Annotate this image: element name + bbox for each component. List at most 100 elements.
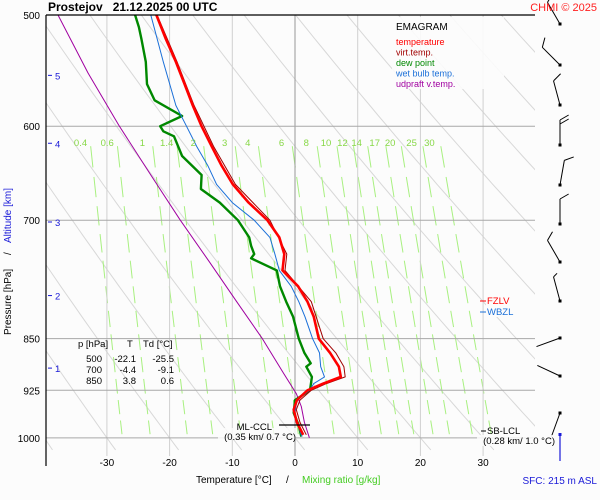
mixing-ratio-line: [392, 399, 397, 415]
mixing-ratio-line: [203, 146, 207, 168]
mixing-ratio-line: [322, 356, 326, 373]
mixing-ratio-line: [179, 378, 183, 394]
mixing-ratio-line: [407, 286, 412, 304]
mixing-ratio-line: [405, 176, 411, 198]
x-axis-label: Temperature [°C]: [196, 475, 272, 486]
mixing-ratio-line: [450, 310, 455, 328]
mixing-ratio-label: 14: [351, 138, 362, 149]
legend-item: wet bulb temp.: [395, 69, 455, 79]
wind-barb: [536, 336, 562, 348]
wind-barb: [553, 73, 562, 107]
dry-adiabat: [192, 15, 535, 427]
pressure-tick-label: 700: [23, 216, 40, 227]
wind-barb-feather: [559, 114, 569, 121]
mixing-ratio-line: [389, 378, 393, 394]
mixing-ratio-line: [389, 286, 393, 304]
mixing-ratio-line: [365, 334, 369, 351]
mixing-ratio-line: [227, 334, 231, 351]
mixing-ratio-line: [345, 206, 350, 226]
mixing-ratio-line: [440, 146, 445, 168]
mixing-ratio-line: [394, 206, 400, 226]
mixing-ratio-line: [396, 420, 400, 435]
mixing-ratio-label: 10: [321, 138, 332, 149]
mixing-ratio-line: [367, 146, 372, 168]
mixing-ratio-line: [427, 176, 432, 198]
mixing-ratio-line: [411, 310, 416, 328]
legend-item: udpraft v.temp.: [396, 79, 455, 89]
mixing-ratio-line: [445, 176, 451, 198]
dry-adiabat: [346, 15, 535, 232]
sb-lcl-label: SB-LCL: [487, 426, 520, 437]
mixing-ratio-line: [268, 400, 272, 415]
mixing-ratio-label: 4: [245, 138, 250, 149]
mixing-ratio-line: [333, 260, 338, 279]
mixing-ratio-line: [385, 146, 390, 168]
mixing-ratio-line: [430, 420, 434, 435]
mixing-ratio-label: 2: [191, 138, 196, 149]
mixing-ratio-line: [353, 260, 358, 279]
mixing-ratio-line: [235, 400, 239, 415]
ml-ccl-bg: [218, 428, 296, 439]
mixing-ratio-line: [382, 334, 386, 351]
mixing-ratio-line: [93, 176, 97, 198]
mixing-ratio-line: [316, 146, 321, 168]
mixing-ratio-line: [361, 310, 366, 328]
x-tick-label: 20: [415, 458, 427, 469]
altitude-tick-label: 3: [55, 218, 60, 229]
wind-barb-staff: [553, 80, 561, 106]
mixing-ratio-line: [123, 206, 127, 226]
pressure-tick-label: 1000: [18, 434, 41, 445]
mixing-ratio-line: [280, 310, 284, 328]
dry-adiabat: [46, 181, 243, 451]
data-table: p [hPa] T Td [°C] 500 -22.1 -25.5 700 -4.4 -9.1 8…: [78, 339, 174, 387]
mixing-ratio-line: [380, 233, 385, 253]
surface-label: SFC: 215 m ASL: [523, 476, 598, 487]
mixing-ratio-line: [426, 399, 431, 415]
level-marker-label: WBZL: [487, 307, 513, 318]
mixing-ratio-line: [348, 356, 352, 373]
mixing-ratio-line: [234, 146, 239, 168]
ml-ccl-detail: (0.35 km/ 0.7 °C): [224, 432, 296, 443]
mixing-ratio-line: [140, 357, 144, 373]
mixing-ratio-line: [404, 378, 408, 394]
mixing-ratio-line: [99, 233, 103, 253]
mixing-ratio-line: [372, 176, 377, 198]
mixing-ratio-line: [262, 356, 266, 373]
level-marker-label: FZLV: [487, 296, 510, 307]
mixing-ratio-line: [378, 420, 382, 435]
mixing-ratio-line: [249, 260, 254, 279]
mixing-ratio-line: [176, 146, 181, 168]
grid: [46, 15, 535, 456]
chart-title: Prostejov 21.12.2025 00 UTC: [48, 0, 218, 14]
mixing-ratio-line: [115, 378, 118, 394]
mixing-ratio-line: [393, 310, 397, 328]
curve-udpraft-v-temp: [57, 15, 310, 438]
mixing-ratio-line: [152, 146, 156, 168]
mixing-ratio-line: [432, 206, 437, 226]
table-cell: -4.4: [120, 365, 136, 376]
mixing-ratio-line: [458, 356, 462, 373]
mixing-ratio-line: [304, 233, 308, 253]
y-axis-separator: /: [3, 252, 14, 255]
legend-item: virt.temp.: [396, 48, 433, 58]
mixing-ratio-line: [372, 378, 376, 394]
mixing-ratio-line: [468, 310, 473, 328]
level-marker-bg: [486, 295, 522, 306]
mixing-ratio-line: [390, 176, 395, 198]
mixing-ratio-line: [232, 378, 236, 394]
mixing-ratio-line: [476, 356, 481, 373]
mixing-ratio-line: [283, 334, 287, 351]
legend-background: [392, 17, 504, 89]
y-axis-label-altitude: Altitude [km]: [3, 188, 14, 243]
table-cell: 3.8: [123, 376, 136, 387]
mixing-ratio-line: [183, 206, 188, 226]
mixing-ratio-line: [341, 176, 346, 198]
wind-barb-feather: [559, 193, 569, 200]
mixing-ratio-line: [321, 176, 326, 198]
mixing-ratio-line: [286, 356, 291, 373]
wind-barb: [558, 193, 569, 226]
mixing-ratio-line: [300, 206, 305, 226]
wind-barb-feather: [553, 272, 558, 278]
mixing-ratio-line: [462, 378, 466, 394]
